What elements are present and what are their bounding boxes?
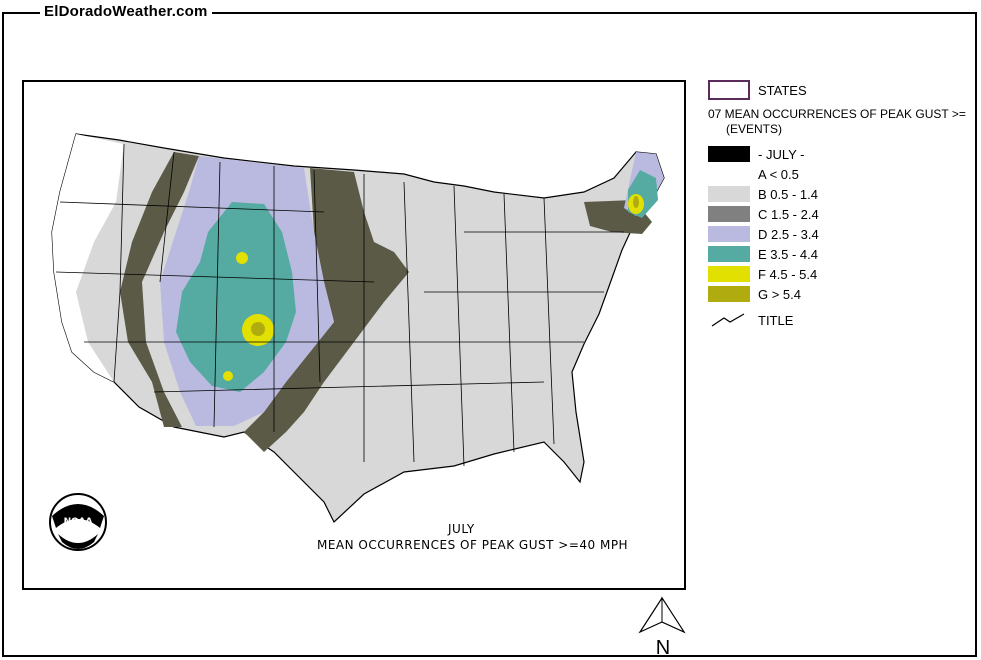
map-caption-month: JULY bbox=[448, 522, 475, 536]
legend-class-label: D 2.5 - 3.4 bbox=[758, 226, 819, 242]
noaa-logo-text: NOAA bbox=[64, 517, 93, 527]
page-frame bbox=[2, 12, 977, 657]
plains-band bbox=[244, 168, 409, 452]
month-swatch bbox=[708, 146, 750, 162]
high-plateau-region bbox=[176, 202, 296, 392]
legend-title: 07 MEAN OCCURRENCES OF PEAK GUST >= bbox=[708, 107, 966, 121]
legend-class-swatch bbox=[708, 166, 750, 182]
west-coast-band bbox=[52, 134, 124, 382]
legend-class-swatch bbox=[708, 186, 750, 202]
legend-class-swatch bbox=[708, 226, 750, 242]
map-caption-title: MEAN OCCURRENCES OF PEAK GUST >=40 MPH bbox=[317, 538, 629, 552]
legend-class-swatch bbox=[708, 266, 750, 282]
title-line-icon bbox=[711, 313, 745, 327]
legend-class-label: C 1.5 - 2.4 bbox=[758, 206, 819, 222]
legend-month-row: - JULY - bbox=[708, 144, 804, 164]
legend-states-row: STATES bbox=[708, 80, 807, 100]
map-panel: NOAA JULY MEAN OCCURRENCES OF PEAK GUST … bbox=[22, 80, 686, 590]
state-borders bbox=[55, 143, 624, 467]
legend-class-label: F 4.5 - 5.4 bbox=[758, 266, 818, 282]
wyoming-spot bbox=[236, 252, 248, 264]
legend-class-row: F 4.5 - 5.4 bbox=[708, 264, 817, 284]
legend-class-row: G > 5.4 bbox=[708, 284, 801, 304]
legend-class-label: E 3.5 - 4.4 bbox=[758, 246, 818, 262]
legend-class-row: B 0.5 - 1.4 bbox=[708, 184, 818, 204]
vermont-core bbox=[633, 196, 639, 208]
legend-states-label: STATES bbox=[758, 82, 807, 98]
north-label: N bbox=[656, 637, 670, 659]
legend-class-label: B 0.5 - 1.4 bbox=[758, 186, 818, 202]
noaa-logo: NOAA bbox=[49, 493, 107, 551]
legend-class-row: D 2.5 - 3.4 bbox=[708, 224, 819, 244]
legend-class-row: A < 0.5 bbox=[708, 164, 799, 184]
states-swatch bbox=[708, 80, 750, 100]
site-title: ElDoradoWeather.com bbox=[40, 3, 212, 20]
legend-class-row: C 1.5 - 2.4 bbox=[708, 204, 819, 224]
north-arrow-icon: N bbox=[638, 596, 686, 659]
legend-title-symbol-label: TITLE bbox=[758, 312, 794, 328]
legend-class-row: E 3.5 - 4.4 bbox=[708, 244, 818, 264]
legend-class-swatch bbox=[708, 246, 750, 262]
mountain-band bbox=[120, 152, 199, 427]
legend-units: (EVENTS) bbox=[726, 122, 783, 136]
legend-class-swatch bbox=[708, 206, 750, 222]
legend-month-label: - JULY - bbox=[758, 146, 805, 162]
us-map: NOAA bbox=[49, 133, 665, 551]
legend-class-label: G > 5.4 bbox=[758, 286, 801, 302]
legend-title-symbol-row: TITLE bbox=[708, 310, 793, 330]
legend-class-swatch bbox=[708, 286, 750, 302]
new-mexico-spot bbox=[223, 371, 233, 381]
legend-class-label: A < 0.5 bbox=[758, 166, 799, 182]
colorado-core bbox=[251, 322, 265, 336]
